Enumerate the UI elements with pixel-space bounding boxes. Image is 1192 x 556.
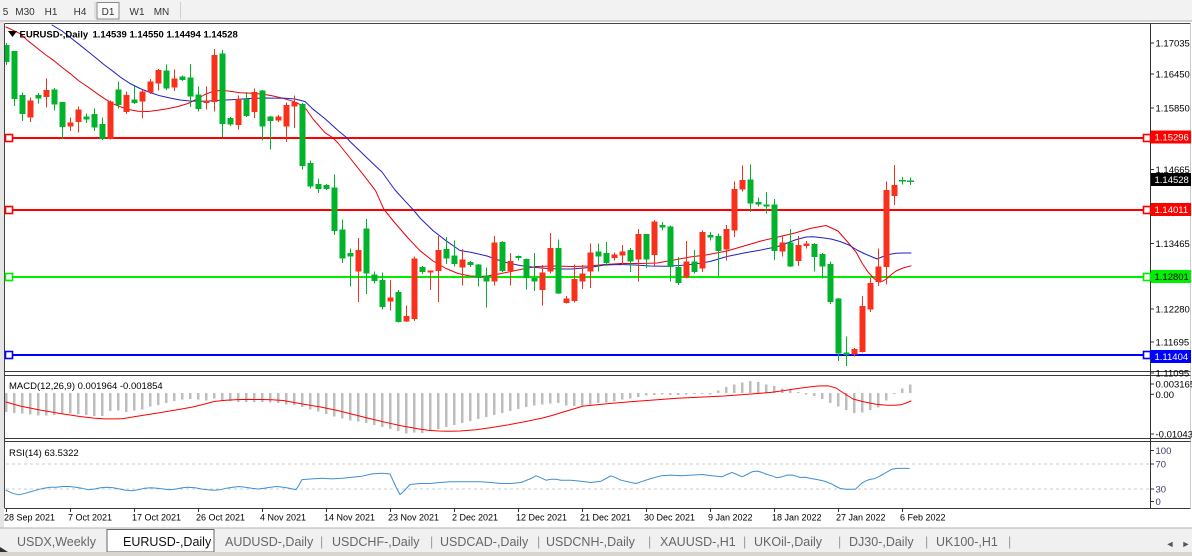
svg-text:1.14539 1.14550 1.14494 1.1452: 1.14539 1.14550 1.14494 1.14528 — [93, 30, 238, 41]
svg-text:H1: H1 — [45, 7, 58, 18]
svg-text:12 Dec 2021: 12 Dec 2021 — [516, 513, 567, 523]
svg-text:18 Jan 2022: 18 Jan 2022 — [772, 513, 822, 523]
svg-text:►: ► — [1182, 539, 1191, 549]
svg-text:9 Jan 2022: 9 Jan 2022 — [708, 513, 753, 523]
svg-text:EURUSD-,Daily: EURUSD-,Daily — [123, 535, 212, 549]
svg-text:14 Nov 2021: 14 Nov 2021 — [324, 513, 375, 523]
svg-text:H4: H4 — [74, 7, 87, 18]
svg-text:DJ30-,Daily: DJ30-,Daily — [849, 535, 914, 549]
svg-text:|: | — [430, 535, 433, 549]
svg-text:0.003165: 0.003165 — [1156, 380, 1192, 391]
svg-text:|: | — [320, 535, 323, 549]
svg-text:USDCHF-,Daily: USDCHF-,Daily — [332, 535, 420, 549]
svg-text:30 Dec 2021: 30 Dec 2021 — [644, 513, 695, 523]
svg-text:17 Oct 2021: 17 Oct 2021 — [132, 513, 181, 523]
svg-text:23 Nov 2021: 23 Nov 2021 — [388, 513, 439, 523]
svg-text:RSI(14) 63.5322: RSI(14) 63.5322 — [9, 448, 79, 459]
svg-text:1.11095: 1.11095 — [1156, 369, 1190, 380]
svg-text:7 Oct 2021: 7 Oct 2021 — [68, 513, 112, 523]
svg-text:1.17035: 1.17035 — [1156, 39, 1190, 50]
svg-text:D1: D1 — [102, 7, 115, 18]
svg-text:XAUUSD-,H1: XAUUSD-,H1 — [660, 535, 736, 549]
svg-text:MACD(12,26,9) 0.001964 -0.0018: MACD(12,26,9) 0.001964 -0.001854 — [9, 381, 163, 392]
svg-text:30: 30 — [1156, 485, 1167, 496]
svg-text:1.12801: 1.12801 — [1155, 272, 1189, 283]
svg-text:1.12280: 1.12280 — [1156, 305, 1190, 316]
svg-text:EURUSD-,Daily: EURUSD-,Daily — [20, 30, 89, 41]
svg-text:0.00: 0.00 — [1156, 390, 1175, 401]
svg-text:MN: MN — [154, 7, 170, 18]
svg-text:27 Jan 2022: 27 Jan 2022 — [836, 513, 886, 523]
svg-text:|: | — [743, 535, 746, 549]
svg-text:1.14665: 1.14665 — [1156, 165, 1190, 176]
svg-text:1.15850: 1.15850 — [1156, 104, 1190, 115]
svg-text:1.11695: 1.11695 — [1156, 338, 1190, 349]
svg-text:28 Sep 2021: 28 Sep 2021 — [4, 513, 55, 523]
svg-text:USDCAD-,Daily: USDCAD-,Daily — [440, 535, 529, 549]
svg-text:USDCNH-,Daily: USDCNH-,Daily — [546, 535, 636, 549]
svg-text:1.11404: 1.11404 — [1155, 352, 1189, 363]
svg-text:1.14011: 1.14011 — [1155, 205, 1189, 216]
svg-text:|: | — [648, 535, 651, 549]
svg-text:|: | — [1008, 535, 1011, 549]
svg-text:100: 100 — [1156, 446, 1172, 457]
svg-text:2 Dec 2021: 2 Dec 2021 — [452, 513, 498, 523]
svg-text:-0.01043: -0.01043 — [1156, 430, 1192, 441]
svg-text:|: | — [537, 535, 540, 549]
svg-text:|: | — [925, 535, 928, 549]
svg-text:M30: M30 — [15, 7, 35, 18]
svg-text:1.16450: 1.16450 — [1156, 70, 1190, 81]
svg-text:UKOil-,Daily: UKOil-,Daily — [754, 535, 823, 549]
svg-text:AUDUSD-,Daily: AUDUSD-,Daily — [225, 535, 314, 549]
svg-text:|: | — [838, 535, 841, 549]
svg-text:UK100-,H1: UK100-,H1 — [936, 535, 998, 549]
svg-text:5: 5 — [3, 7, 9, 18]
svg-text:1.15296: 1.15296 — [1155, 133, 1189, 144]
svg-text:26 Oct 2021: 26 Oct 2021 — [196, 513, 245, 523]
svg-text:0: 0 — [1156, 497, 1161, 508]
svg-text:4 Nov 2021: 4 Nov 2021 — [260, 513, 306, 523]
svg-text:◄: ◄ — [1166, 539, 1175, 549]
svg-text:6 Feb 2022: 6 Feb 2022 — [900, 513, 946, 523]
svg-text:W1: W1 — [130, 7, 145, 18]
svg-text:1.13465: 1.13465 — [1156, 239, 1190, 250]
svg-text:1.14528: 1.14528 — [1155, 175, 1189, 186]
svg-text:21 Dec 2021: 21 Dec 2021 — [580, 513, 631, 523]
svg-text:70: 70 — [1156, 460, 1167, 471]
svg-text:USDX,Weekly: USDX,Weekly — [17, 535, 97, 549]
